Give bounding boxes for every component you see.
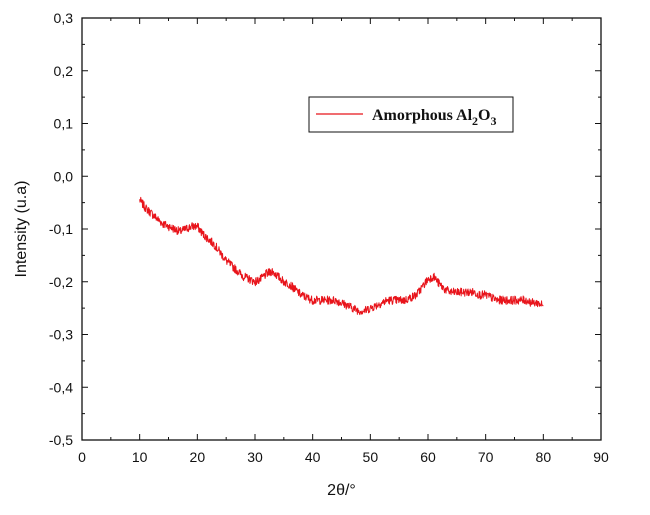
y-tick-label: -0,5 [49, 432, 73, 448]
x-tick-label: 30 [247, 449, 263, 465]
y-tick-label: -0,1 [49, 221, 73, 237]
x-axis-title: 2θ/° [327, 482, 356, 499]
amorphous-al2o3-series-line [139, 196, 544, 316]
x-axis-ticks: 0 10 20 30 40 50 60 70 80 90 [78, 18, 609, 465]
legend-label: Amorphous Al2O3 [372, 107, 496, 128]
x-tick-label: 40 [305, 449, 321, 465]
y-tick-label: -0,3 [49, 327, 73, 343]
x-tick-label: 50 [363, 449, 379, 465]
y-axis-title: Intensity (u.a) [13, 181, 30, 278]
x-tick-label: 70 [478, 449, 494, 465]
y-tick-label: 0,0 [54, 168, 74, 184]
y-tick-label: -0,4 [49, 379, 73, 395]
plot-frame [81, 17, 602, 441]
y-axis-ticks: -0,5 -0,4 -0,3 -0,2 -0,1 0,0 0,1 0,2 0,3 [49, 10, 601, 448]
x-tick-label: 90 [593, 449, 609, 465]
x-tick-label: 10 [132, 449, 148, 465]
x-tick-label: 20 [190, 449, 206, 465]
y-tick-label: -0,2 [49, 274, 73, 290]
y-tick-label: 0,1 [54, 116, 74, 132]
y-tick-label: 0,3 [54, 10, 74, 26]
legend: Amorphous Al2O3 [308, 96, 514, 133]
x-tick-label: 60 [420, 449, 436, 465]
y-tick-label: 0,2 [54, 63, 74, 79]
x-tick-label: 80 [536, 449, 552, 465]
x-tick-label: 0 [78, 449, 86, 465]
